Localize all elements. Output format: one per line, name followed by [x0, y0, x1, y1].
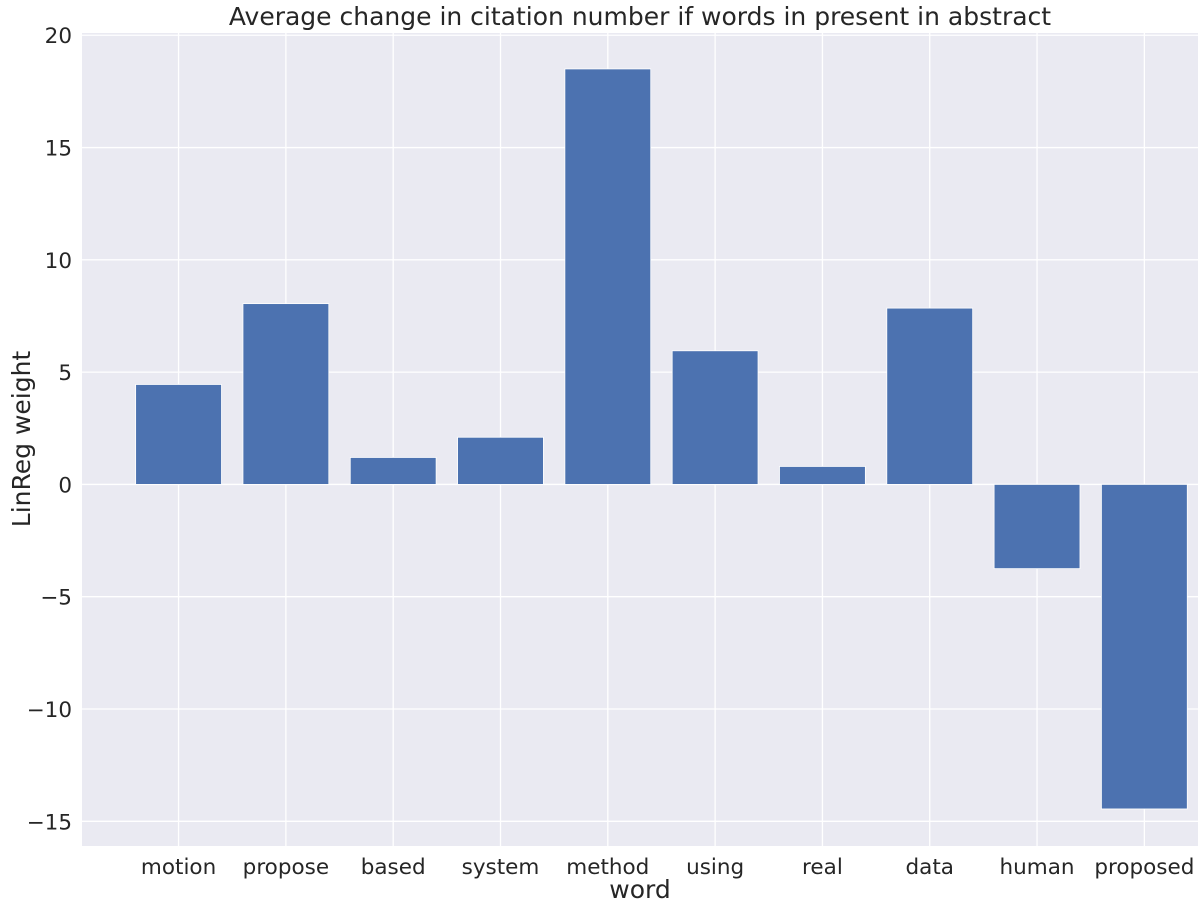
bars [135, 68, 1188, 810]
x-tick-label: based [361, 855, 426, 880]
y-tick-labels: −15 −10 −5 0 5 10 15 20 [27, 24, 72, 835]
bar-using [671, 350, 759, 485]
y-tick-label: 15 [45, 137, 72, 162]
x-tick-label: data [906, 855, 954, 880]
y-tick-label: −10 [27, 698, 72, 723]
y-tick-label: −15 [27, 810, 72, 835]
x-tick-label: motion [141, 855, 216, 880]
x-tick-label: using [686, 855, 744, 880]
x-axis-label: word [609, 875, 670, 904]
y-tick-label: 20 [45, 24, 72, 49]
bar-human [993, 484, 1081, 570]
y-tick-label: 5 [58, 361, 72, 386]
x-tick-labels: motion propose based system method using real d… [141, 855, 1194, 880]
x-tick-label: method [566, 855, 649, 880]
chart-title: Average change in citation number if wor… [229, 2, 1051, 31]
y-axis-label: LinReg weight [7, 351, 36, 528]
bar-proposed [1101, 484, 1188, 810]
y-tick-label: −5 [40, 586, 72, 611]
bar-data [886, 307, 974, 485]
bar-system [457, 436, 544, 485]
bar-motion [135, 384, 222, 485]
bar-based [349, 457, 437, 485]
bar-real [779, 466, 866, 485]
bar-propose [242, 303, 330, 485]
y-tick-label: 10 [45, 249, 72, 274]
x-tick-label: propose [243, 855, 329, 880]
y-tick-label: 0 [58, 473, 72, 498]
x-tick-label: system [462, 855, 540, 880]
x-tick-label: proposed [1094, 855, 1194, 880]
x-tick-label: real [802, 855, 843, 880]
bar-method [564, 68, 652, 485]
x-tick-label: human [1000, 855, 1075, 880]
